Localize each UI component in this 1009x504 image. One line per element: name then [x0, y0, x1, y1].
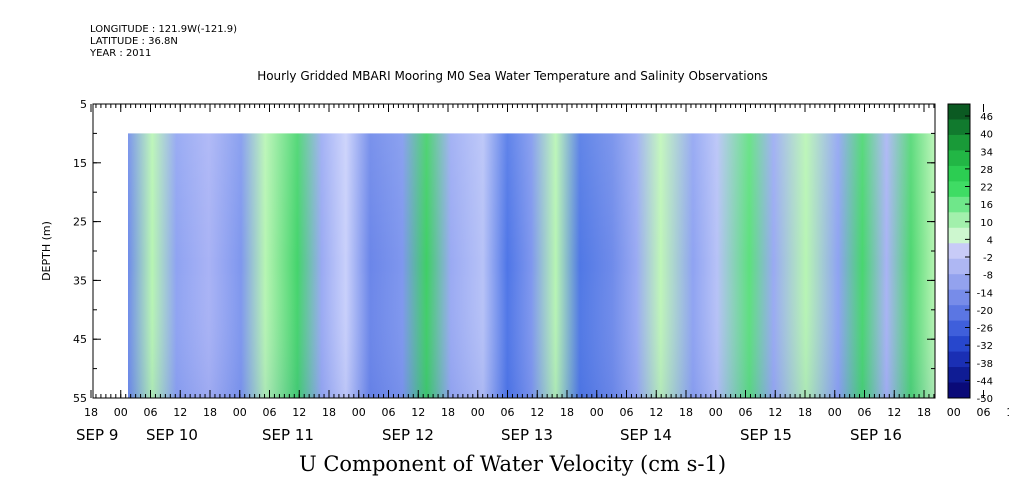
colorbar-label: 22	[980, 183, 993, 194]
y-tick-label: 25	[73, 216, 87, 229]
x-hour-label: 00	[709, 406, 723, 419]
x-hour-label: 00	[114, 406, 128, 419]
colorbar-frame	[947, 103, 971, 399]
x-hour-label: 00	[352, 406, 366, 419]
x-hour-label: 06	[739, 406, 753, 419]
axes	[90, 103, 984, 399]
colorbar-band	[948, 274, 970, 291]
x-hour-label: 06	[144, 406, 158, 419]
x-hour-label: 12	[1006, 406, 1009, 419]
colorbar-label: -14	[977, 288, 993, 299]
colorbar-label: -50	[977, 394, 993, 405]
y-axis-label: DEPTH (m)	[40, 221, 53, 281]
x-hour-label: 12	[173, 406, 187, 419]
x-hour-label: 06	[382, 406, 396, 419]
colorbar-band	[948, 243, 970, 260]
colorbar-label: -8	[983, 271, 993, 282]
colorbar-band	[948, 150, 970, 167]
chart-title: Hourly Gridded MBARI Mooring M0 Sea Wate…	[257, 69, 768, 83]
velocity-field-depth-shading	[128, 133, 935, 398]
x-hour-label: 12	[649, 406, 663, 419]
x-hour-label: 18	[679, 406, 693, 419]
colorbar-band	[948, 104, 970, 120]
x-hour-label: 12	[887, 406, 901, 419]
colorbar-band	[948, 336, 970, 353]
colorbar-band	[948, 351, 970, 368]
x-hour-label: 06	[620, 406, 634, 419]
x-day-label: SEP 10	[146, 426, 198, 444]
x-hour-label: 18	[203, 406, 217, 419]
x-hour-label: 00	[828, 406, 842, 419]
x-hour-label: 12	[411, 406, 425, 419]
y-tick-label: 35	[73, 274, 87, 287]
colorbar-band	[948, 165, 970, 182]
colorbar-label: -44	[977, 376, 993, 387]
colorbar-band	[948, 367, 970, 384]
x-day-label: SEP 15	[740, 426, 792, 444]
x-hour-label: 18	[798, 406, 812, 419]
y-tick-label: 5	[80, 98, 87, 111]
x-hour-label: 06	[977, 406, 991, 419]
x-day-label: SEP 12	[382, 426, 434, 444]
colorbar-band	[948, 289, 970, 306]
colorbar-label: 16	[980, 200, 993, 211]
x-hour-label: 00	[590, 406, 604, 419]
x-day-label: SEP 9	[76, 426, 118, 444]
x-hour-label: 12	[768, 406, 782, 419]
colorbar-label: 46	[980, 112, 993, 123]
colorbar-band	[948, 382, 970, 399]
metadata-block: LONGITUDE : 121.9W(-121.9) LATITUDE : 36…	[90, 24, 237, 60]
colorbar-label: 34	[980, 147, 993, 158]
year-label: YEAR : 2011	[90, 48, 152, 59]
x-hour-label: 00	[471, 406, 485, 419]
colorbar-band	[948, 258, 970, 275]
x-day-label: SEP 16	[850, 426, 902, 444]
x-hour-label: 12	[530, 406, 544, 419]
x-hour-label: 18	[84, 406, 98, 419]
y-tick-label: 55	[73, 392, 87, 405]
x-hour-label: 18	[322, 406, 336, 419]
colorbar-label: 28	[980, 165, 993, 176]
colorbar-label: -20	[977, 306, 993, 317]
colorbar-label: 10	[980, 218, 993, 229]
colorbar-band	[948, 196, 970, 213]
colorbar-label: 40	[980, 130, 993, 141]
x-hour-label: 06	[858, 406, 872, 419]
colorbar-band	[948, 134, 970, 151]
x-hour-label: 06	[501, 406, 515, 419]
x-axis-title: U Component of Water Velocity (cm s-1)	[298, 452, 727, 476]
colorbar-label: -32	[977, 341, 993, 352]
x-day-label: SEP 14	[620, 426, 672, 444]
colorbar-label: 4	[987, 235, 993, 246]
colorbar-band	[948, 119, 970, 136]
x-hour-label: 18	[441, 406, 455, 419]
y-tick-label: 45	[73, 333, 87, 346]
x-hour-label: 12	[292, 406, 306, 419]
colorbar-label: -38	[977, 359, 993, 370]
x-day-label: SEP 11	[262, 426, 314, 444]
longitude-label: LONGITUDE : 121.9W(-121.9)	[90, 24, 237, 35]
colorbar-label: -26	[977, 324, 993, 335]
colorbar-band	[948, 212, 970, 229]
x-hour-label: 18	[560, 406, 574, 419]
velocity-field	[93, 104, 935, 398]
y-tick-label: 15	[73, 157, 87, 170]
colorbar: 46 40 34 28 22 16 10 4 -2 -8 -14 -20 -26 -32 -38 -44 -50	[947, 103, 993, 405]
colorbar-label: -2	[983, 253, 993, 264]
x-hour-label: 00	[233, 406, 247, 419]
colorbar-band	[948, 181, 970, 198]
latitude-label: LATITUDE : 36.8N	[90, 36, 178, 47]
x-hour-label: 18	[917, 406, 931, 419]
colorbar-band	[948, 305, 970, 322]
x-hour-label: 00	[947, 406, 961, 419]
colorbar-band	[948, 227, 970, 244]
x-hour-label: 06	[263, 406, 277, 419]
axis-labels: 5 15 25 35 45 55 DEPTH (m) 18 00 06 12 18 00 06 12 18 00…	[40, 98, 1009, 444]
colorbar-band	[948, 320, 970, 337]
x-day-label: SEP 13	[501, 426, 553, 444]
